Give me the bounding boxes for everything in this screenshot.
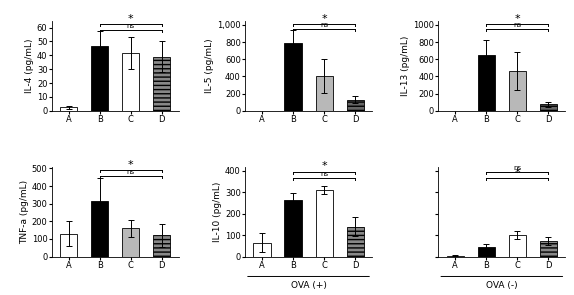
Text: *: * xyxy=(514,168,520,178)
Text: *: * xyxy=(321,14,327,24)
Bar xyxy=(347,227,363,257)
Bar xyxy=(153,57,170,111)
Bar xyxy=(509,235,526,257)
Text: ns: ns xyxy=(513,165,521,171)
Text: *: * xyxy=(514,14,520,24)
Text: ns: ns xyxy=(127,23,135,30)
Bar xyxy=(347,100,363,111)
Y-axis label: IL-10 (pg/mL): IL-10 (pg/mL) xyxy=(213,181,222,242)
Bar xyxy=(60,107,77,111)
Text: ns: ns xyxy=(320,22,328,28)
Text: ns: ns xyxy=(320,171,328,178)
Bar xyxy=(153,235,170,257)
Text: *: * xyxy=(321,161,327,171)
Bar xyxy=(285,43,301,111)
Bar xyxy=(478,247,495,257)
Bar xyxy=(91,201,108,257)
Y-axis label: TNF-a (pg/mL): TNF-a (pg/mL) xyxy=(20,180,29,244)
Y-axis label: IL-4 (pg/mL): IL-4 (pg/mL) xyxy=(25,38,34,93)
Bar xyxy=(447,255,464,257)
Y-axis label: IL-13 (pg/mL): IL-13 (pg/mL) xyxy=(401,35,410,96)
Bar xyxy=(509,71,526,111)
Bar xyxy=(122,228,139,257)
Text: *: * xyxy=(128,14,134,24)
Bar xyxy=(478,55,495,111)
X-axis label: OVA (+): OVA (+) xyxy=(290,281,327,290)
Text: ns: ns xyxy=(127,169,135,176)
Bar xyxy=(122,53,139,111)
Bar xyxy=(285,201,301,257)
Bar xyxy=(60,234,77,257)
Text: *: * xyxy=(128,160,134,170)
Bar xyxy=(540,104,557,111)
Bar xyxy=(254,243,270,257)
Bar xyxy=(91,46,108,111)
Bar xyxy=(316,190,332,257)
X-axis label: OVA (-): OVA (-) xyxy=(486,281,518,290)
Y-axis label: IL-5 (pg/mL): IL-5 (pg/mL) xyxy=(205,38,214,93)
Bar xyxy=(540,241,557,257)
Bar xyxy=(316,76,332,111)
Text: ns: ns xyxy=(513,22,521,28)
